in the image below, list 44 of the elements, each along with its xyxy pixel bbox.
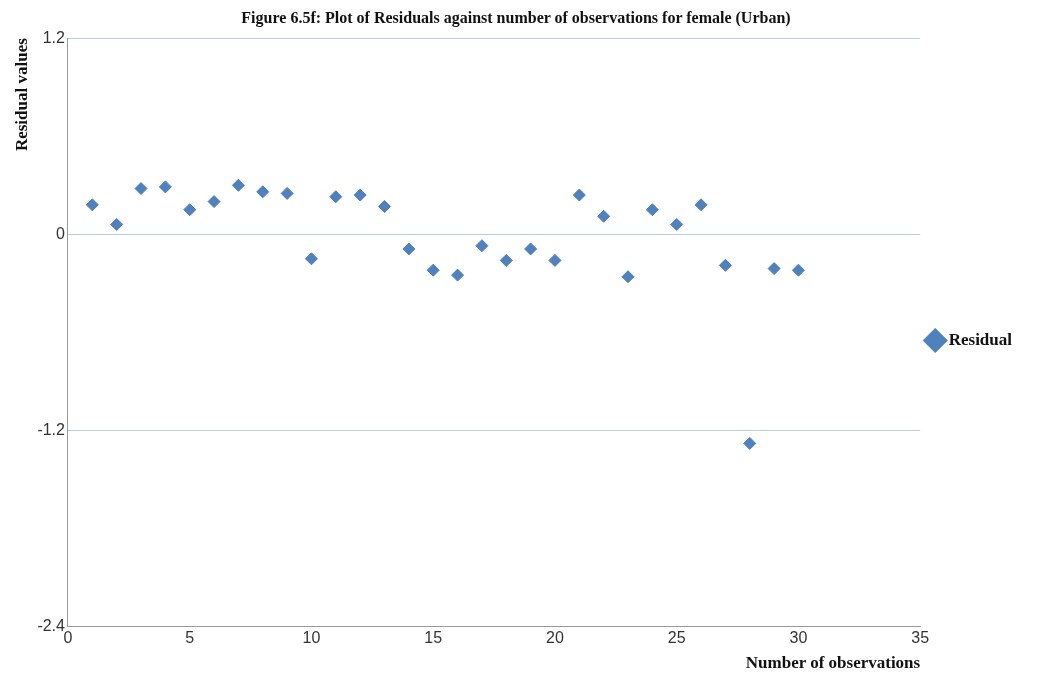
legend-label: Residual [948, 329, 1013, 349]
point [791, 263, 805, 277]
point [451, 268, 465, 282]
point [718, 258, 732, 272]
point [548, 253, 562, 267]
point [378, 199, 392, 213]
point [353, 188, 367, 202]
point [572, 188, 586, 202]
x-tick-label: 35 [911, 629, 930, 647]
point [329, 190, 343, 204]
x-tick-label: 20 [546, 629, 564, 647]
point [767, 262, 781, 276]
x-tick-label: 15 [424, 629, 443, 647]
point [256, 185, 270, 199]
x-tick-label: 25 [667, 629, 686, 647]
point [597, 209, 611, 223]
point [85, 198, 99, 212]
y-axis-title: Residual values [11, 37, 31, 152]
point [621, 270, 635, 284]
point [280, 186, 294, 200]
point [524, 242, 538, 256]
point [207, 195, 221, 209]
point [426, 263, 440, 277]
x-tick-label: 30 [789, 629, 808, 647]
x-axis-title: Number of observations [745, 653, 921, 673]
point [231, 178, 245, 192]
point [670, 217, 684, 231]
x-tick-label: 10 [302, 629, 321, 647]
y-tick-label: 0 [56, 224, 66, 242]
point [743, 436, 757, 450]
point [645, 203, 659, 217]
point [499, 253, 513, 267]
point [158, 180, 172, 194]
point [304, 252, 318, 266]
y-tick-label: 1.2 [42, 28, 66, 46]
y-tick-label: -1.2 [37, 420, 66, 438]
x-tick-label: 5 [185, 629, 195, 647]
point [694, 198, 708, 212]
chart-title: Figure 6.5f: Plot of Residuals against number of observations for female (Urban) [241, 8, 791, 27]
point [183, 203, 197, 217]
point [110, 217, 124, 231]
point [134, 182, 148, 196]
point [475, 239, 489, 253]
point [402, 242, 416, 256]
